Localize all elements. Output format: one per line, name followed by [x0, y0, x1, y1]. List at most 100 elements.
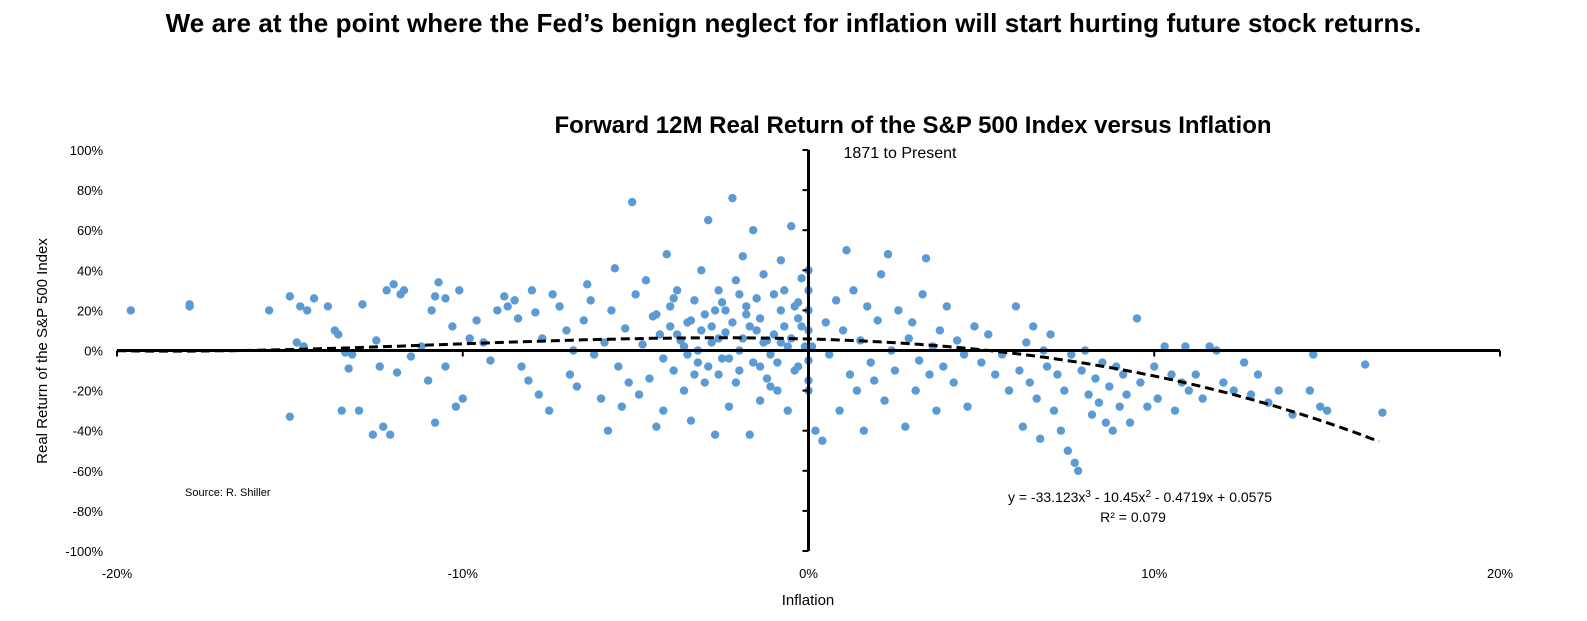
data-point [1015, 366, 1024, 375]
data-point [738, 334, 748, 343]
data-point [527, 286, 537, 295]
data-point [1105, 382, 1114, 391]
data-point [451, 402, 461, 411]
data-point [766, 382, 775, 391]
data-point [548, 290, 557, 299]
data-point [1094, 398, 1104, 407]
data-point [700, 378, 709, 387]
data-point [465, 334, 474, 343]
data-point [1309, 350, 1318, 359]
y-tick-label: -100% [65, 544, 103, 559]
data-point [1035, 434, 1045, 443]
data-point [1153, 394, 1162, 403]
data-point [627, 197, 637, 207]
data-point [565, 370, 575, 379]
data-point [337, 406, 346, 415]
data-point [1118, 370, 1128, 379]
data-point [354, 406, 364, 415]
data-point [1229, 386, 1238, 395]
data-point [645, 374, 654, 383]
data-point [610, 264, 620, 273]
data-point [659, 406, 668, 415]
data-point [1067, 350, 1076, 359]
data-point [742, 310, 751, 319]
data-point [1170, 406, 1180, 415]
data-point [1108, 426, 1117, 435]
y-tick-label: -20% [73, 384, 104, 399]
y-tick-label: 100% [70, 143, 104, 158]
source-note: Source: R. Shiller [185, 487, 271, 499]
data-point [735, 290, 744, 299]
data-point [389, 280, 398, 289]
data-point [704, 362, 713, 371]
data-point [939, 362, 948, 371]
data-point [901, 422, 910, 431]
data-point [1060, 386, 1069, 395]
data-point [1191, 370, 1200, 379]
data-point [693, 358, 703, 367]
data-point [911, 386, 920, 395]
data-point [780, 322, 789, 331]
data-point [721, 328, 730, 337]
data-point [624, 378, 633, 387]
data-point [932, 406, 941, 415]
data-point [572, 382, 582, 391]
y-tick-label: -80% [73, 504, 104, 519]
data-point [686, 316, 696, 325]
data-point [1122, 390, 1131, 399]
data-point [652, 310, 661, 319]
data-point [970, 322, 979, 331]
data-point [455, 286, 464, 295]
points-layer [126, 193, 1387, 475]
data-point [679, 386, 689, 395]
data-point [1184, 386, 1194, 395]
data-point [717, 354, 727, 363]
data-point [517, 362, 526, 371]
data-point [323, 302, 333, 311]
y-tick-label: 20% [77, 303, 103, 318]
data-point [780, 286, 789, 295]
data-point [783, 406, 792, 415]
data-point [1360, 360, 1370, 369]
data-point [500, 292, 509, 301]
data-point [1053, 370, 1062, 379]
data-point [302, 306, 312, 315]
data-point [586, 296, 595, 305]
axes [116, 149, 1501, 552]
data-point [686, 416, 696, 425]
data-point [603, 426, 613, 435]
data-point [652, 422, 661, 431]
data-point [596, 394, 606, 403]
data-point [1073, 466, 1083, 475]
data-point [1018, 422, 1028, 431]
data-point [1198, 394, 1207, 403]
data-point [1239, 358, 1249, 367]
data-point [607, 306, 616, 315]
data-point [1077, 366, 1086, 375]
data-point [759, 338, 768, 347]
data-point [838, 326, 848, 335]
x-tick-label: -10% [448, 566, 479, 581]
data-point [669, 294, 678, 303]
data-point [921, 254, 931, 263]
data-point [769, 330, 779, 339]
data-point [1160, 342, 1169, 351]
data-point [430, 292, 440, 301]
data-point [1087, 410, 1097, 419]
data-point [914, 356, 924, 365]
data-point [1205, 342, 1214, 351]
headline: We are at the point where the Fed’s beni… [165, 8, 1422, 38]
data-point [752, 326, 761, 335]
data-point [783, 342, 792, 351]
data-point [185, 300, 194, 309]
chart-subtitle: 1871 to Present [844, 145, 958, 162]
data-point [385, 430, 395, 439]
data-point [344, 364, 353, 373]
data-point [935, 326, 945, 335]
data-point [818, 436, 827, 445]
data-point [1246, 390, 1256, 399]
data-point [707, 322, 716, 331]
data-point [434, 278, 443, 287]
data-point [963, 402, 972, 411]
data-point [787, 221, 796, 231]
